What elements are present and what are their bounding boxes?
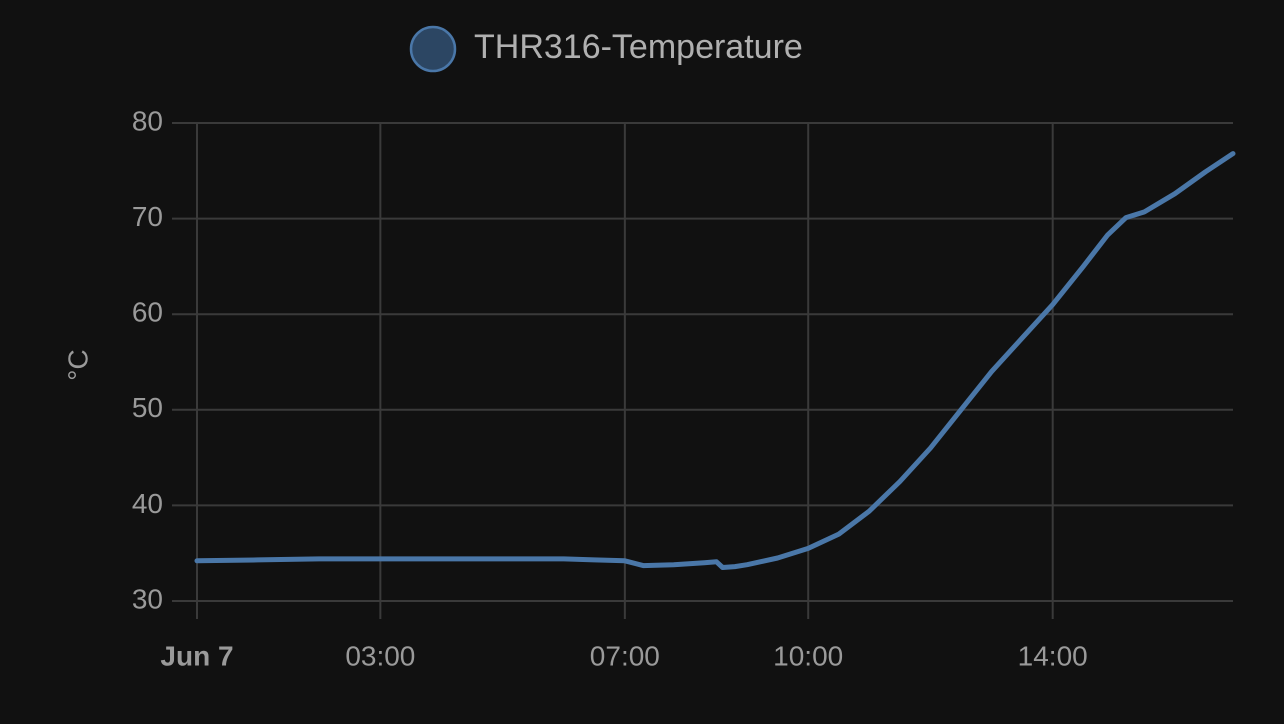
y-tick-label: 40 xyxy=(132,488,163,519)
x-tick-label: 07:00 xyxy=(590,640,660,671)
y-tick-label: 50 xyxy=(132,392,163,423)
legend-marker[interactable] xyxy=(409,25,457,73)
x-tick-label: 03:00 xyxy=(345,640,415,671)
y-tick-label: 80 xyxy=(132,105,163,136)
legend-item[interactable]: THR316-Temperature xyxy=(409,25,803,73)
legend-label[interactable]: THR316-Temperature xyxy=(474,28,803,66)
y-tick-label: 70 xyxy=(132,201,163,232)
y-axis-label: °C xyxy=(62,349,93,380)
x-tick-label: Jun 7 xyxy=(160,640,233,671)
y-tick-label: 30 xyxy=(132,583,163,614)
x-tick-label: 10:00 xyxy=(773,640,843,671)
data-line xyxy=(194,151,1236,570)
y-tick-label: 60 xyxy=(132,297,163,328)
x-tick-label: 14:00 xyxy=(1018,640,1088,671)
